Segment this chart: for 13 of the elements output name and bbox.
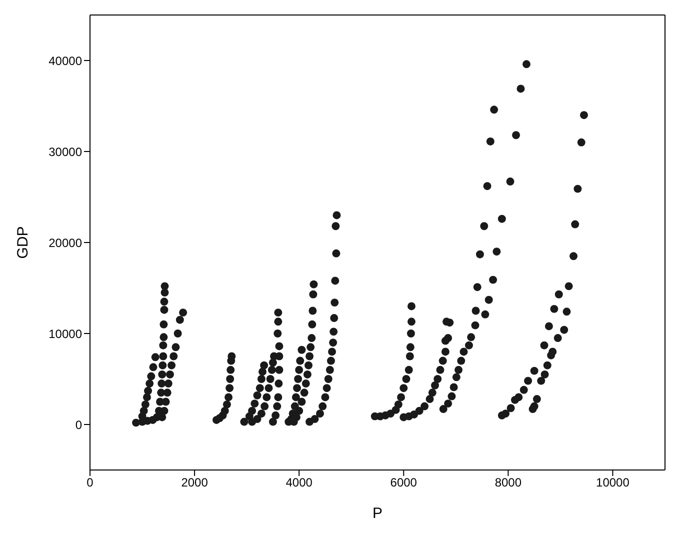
y-tick-label: 0 [75, 418, 82, 432]
x-tick-label: 10000 [596, 476, 630, 490]
y-tick-label: 10000 [48, 326, 82, 341]
x-tick-label: 8000 [494, 476, 522, 490]
x-tick-label: 2000 [181, 476, 208, 490]
y-axis-title: GDP [14, 226, 32, 259]
x-tick-label: 0 [86, 476, 94, 490]
y-tick-label: 40000 [48, 54, 82, 68]
x-tick-label: 6000 [390, 476, 418, 490]
y-tick-label: 30000 [48, 144, 82, 159]
x-axis-title: P [372, 505, 383, 522]
x-tick-label: 4000 [286, 476, 313, 490]
y-tick-label: 20000 [48, 236, 82, 250]
